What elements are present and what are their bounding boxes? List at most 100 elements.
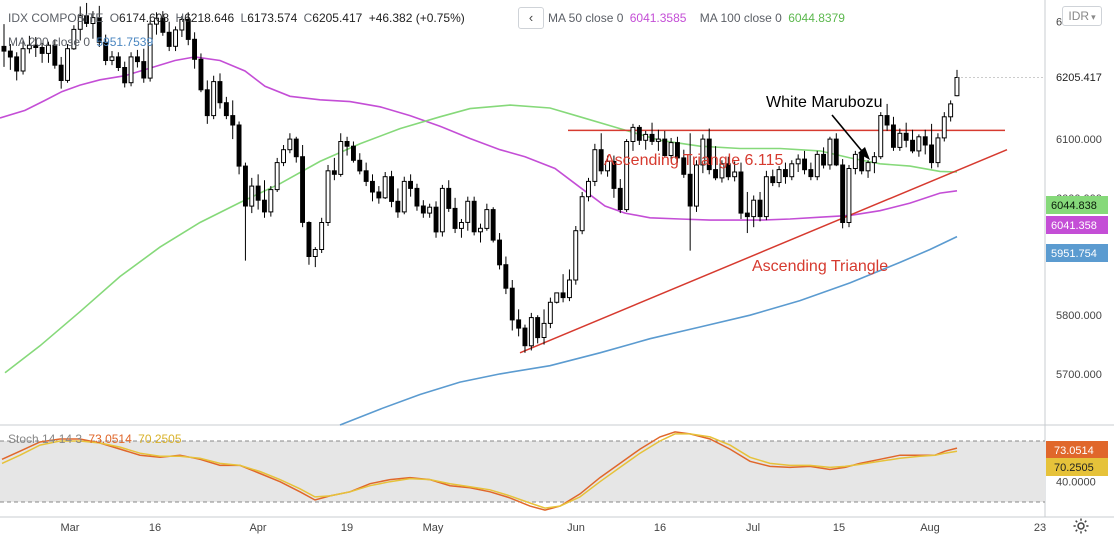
candle-down xyxy=(503,264,509,289)
x-tick-label: Aug xyxy=(920,522,940,534)
currency-selector[interactable]: IDR ▾ xyxy=(1062,6,1102,26)
candle-up xyxy=(211,81,217,117)
candle-down xyxy=(1,45,7,52)
stoch-band xyxy=(0,441,1045,502)
candle-up xyxy=(484,209,490,229)
candle-up xyxy=(46,44,51,54)
candle-up xyxy=(941,116,947,139)
price-label-text: 6044.838 xyxy=(1051,200,1097,212)
candle-up xyxy=(554,292,560,303)
annotation-support: Ascending Triangle xyxy=(752,258,888,275)
candle-up xyxy=(287,138,293,151)
candle-up xyxy=(846,168,852,223)
candle-down xyxy=(446,187,452,209)
candle-up xyxy=(878,115,884,158)
candle-down xyxy=(344,141,350,147)
x-tick-label: 15 xyxy=(833,522,845,534)
candle-down xyxy=(713,169,718,179)
candle-up xyxy=(478,227,483,233)
candle-up xyxy=(71,28,77,50)
candle-up xyxy=(751,199,757,218)
candle-up xyxy=(459,222,464,229)
x-tick-label: Apr xyxy=(249,522,266,534)
candle-down xyxy=(706,138,712,171)
candle-up xyxy=(319,222,325,250)
collapse-legend-button[interactable]: ‹ xyxy=(518,7,544,29)
candle-down xyxy=(675,142,680,159)
candle-up xyxy=(586,180,591,198)
open-value: 6174.608 xyxy=(119,11,170,25)
candle-up xyxy=(109,56,115,61)
ma50-label: MA 50 close 0 xyxy=(548,11,624,25)
change-value: +46.382 (+0.75%) xyxy=(368,11,465,25)
stoch-k-value: 73.0514 xyxy=(88,432,132,446)
candle-down xyxy=(376,191,382,199)
ma100-label: MA 100 close 0 xyxy=(699,11,782,25)
stoch-y-tick-label: 40.0000 xyxy=(1056,477,1096,489)
candle-up xyxy=(154,17,159,25)
stoch-price-label-box xyxy=(1046,441,1108,459)
x-tick-label: 16 xyxy=(149,522,161,534)
stoch-price-label-box xyxy=(1046,458,1108,476)
candle-down xyxy=(522,327,528,347)
candle-down xyxy=(738,171,744,214)
candle-down xyxy=(662,138,668,157)
candle-down xyxy=(884,115,890,126)
candle-up xyxy=(865,162,871,172)
candle-down xyxy=(471,200,477,233)
candle-down xyxy=(636,126,642,141)
annotation-white-marubozu: White Marubozu xyxy=(766,94,883,111)
candle-down xyxy=(351,145,356,161)
candle-down xyxy=(14,56,20,72)
candle-down xyxy=(497,239,503,266)
candle-down xyxy=(236,124,242,167)
ma50-value: 6041.3585 xyxy=(629,11,687,25)
candle-up xyxy=(763,176,769,218)
ma-line-ma100 xyxy=(4,104,958,374)
candle-down xyxy=(262,199,267,213)
candle-up xyxy=(897,132,903,148)
candle-up xyxy=(776,169,782,184)
candle-up xyxy=(173,29,179,47)
candle-down xyxy=(243,165,248,207)
candle-up xyxy=(20,48,26,72)
candle-up xyxy=(719,163,725,179)
candle-down xyxy=(293,138,299,158)
price-label-text: 6041.358 xyxy=(1051,220,1097,232)
gear-icon[interactable] xyxy=(1072,517,1090,535)
candle-up xyxy=(655,138,661,142)
x-tick-label: May xyxy=(423,522,444,534)
candle-down xyxy=(33,44,39,49)
candle-down xyxy=(52,44,58,66)
ma200-label: MA 200 close 0 xyxy=(8,35,91,49)
candle-down xyxy=(370,180,375,193)
candle-up xyxy=(852,153,858,169)
candle-down xyxy=(808,169,814,178)
candle-up xyxy=(268,189,274,213)
candle-down xyxy=(357,159,363,172)
candle-up xyxy=(401,180,407,213)
candle-down xyxy=(363,170,369,182)
candle-down xyxy=(420,205,426,214)
candle-down xyxy=(617,187,623,210)
candle-up xyxy=(439,187,445,233)
ma200-value: 5951.7539 xyxy=(96,35,154,49)
candle-down xyxy=(687,173,693,207)
price-label-text: 5951.754 xyxy=(1051,248,1097,260)
candle-down xyxy=(166,31,172,47)
candle-down xyxy=(922,136,928,146)
candle-down xyxy=(198,58,204,91)
candle-up xyxy=(789,163,795,178)
candle-down xyxy=(840,164,846,223)
candle-down xyxy=(103,41,109,61)
candle-down xyxy=(560,292,566,299)
stoch-price-label-text: 73.0514 xyxy=(1054,445,1094,457)
candle-up xyxy=(128,56,134,84)
candle-up xyxy=(579,196,585,232)
candle-up xyxy=(935,137,941,164)
candle-up xyxy=(592,149,598,182)
low-value: 6173.574 xyxy=(247,11,298,25)
ma-line-ma200 xyxy=(339,235,958,426)
price-legend: IDX COMPOSITE O6174.608 H6218.646 L6173.… xyxy=(8,11,468,25)
